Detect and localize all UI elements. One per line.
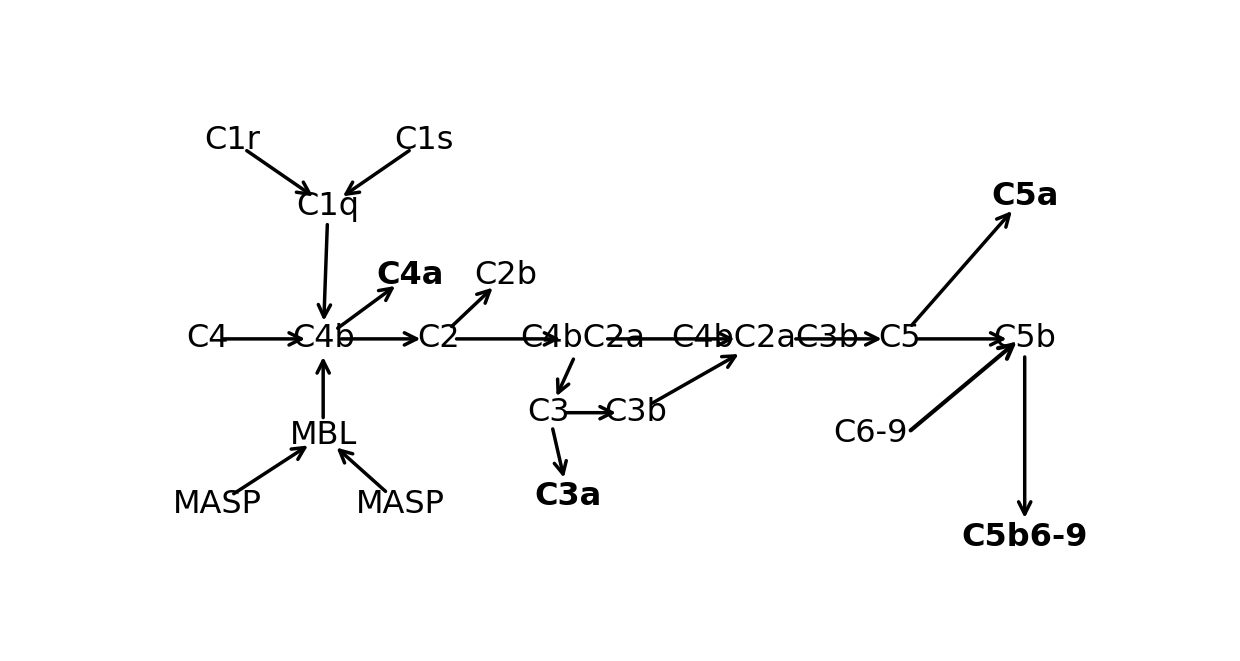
Text: C5b: C5b (993, 323, 1056, 354)
Text: C1r: C1r (203, 125, 260, 156)
Text: C3b: C3b (604, 397, 667, 428)
Text: C2b: C2b (474, 260, 537, 291)
Text: MASP: MASP (172, 489, 262, 520)
Text: C3a: C3a (534, 481, 601, 512)
Text: MASP: MASP (356, 489, 445, 520)
Text: C5a: C5a (991, 181, 1059, 212)
Text: C1q: C1q (296, 191, 360, 222)
Text: C4a: C4a (376, 260, 444, 291)
Text: MBL: MBL (290, 420, 357, 451)
Text: C4: C4 (186, 323, 229, 354)
Text: C2: C2 (417, 323, 460, 354)
Text: C5: C5 (878, 323, 921, 354)
Text: C6-9: C6-9 (833, 418, 908, 449)
Text: C1s: C1s (394, 125, 454, 156)
Text: C5b6-9: C5b6-9 (961, 522, 1087, 553)
Text: C4bC2aC3b: C4bC2aC3b (671, 323, 859, 354)
Text: C4bC2a: C4bC2a (520, 323, 645, 354)
Text: C3: C3 (528, 397, 570, 428)
Text: C4b: C4b (291, 323, 355, 354)
